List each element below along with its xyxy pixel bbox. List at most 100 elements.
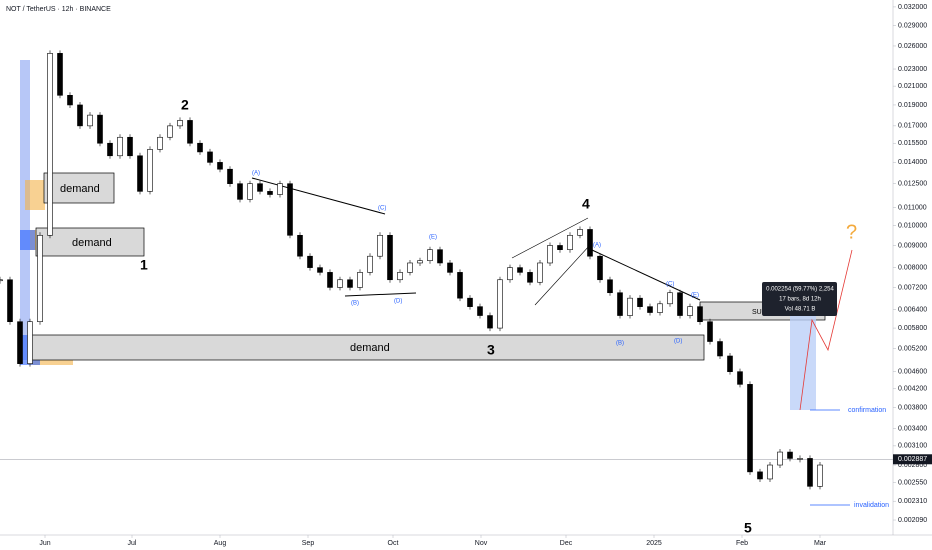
candle xyxy=(527,272,533,283)
sub-wave-label: (B) xyxy=(616,341,624,347)
sub-wave-label: (E) xyxy=(429,235,437,241)
candle xyxy=(27,321,33,364)
y-tick-label: 0.023000 xyxy=(898,66,927,73)
candle xyxy=(217,162,223,170)
y-tick-label: 0.003100 xyxy=(898,443,927,450)
y-tick-label: 0.029000 xyxy=(898,22,927,29)
x-tick-label: Jul xyxy=(128,540,137,547)
candle xyxy=(377,234,383,257)
y-tick-label: 0.003400 xyxy=(898,425,927,432)
candle xyxy=(807,458,813,487)
sub-wave-label: (E) xyxy=(691,293,699,299)
candle xyxy=(317,267,323,273)
x-tick-label: Sep xyxy=(302,540,315,547)
candle xyxy=(637,297,643,307)
y-tick-label: 0.017000 xyxy=(898,123,927,130)
candle xyxy=(107,142,113,157)
candle xyxy=(727,355,733,372)
y-tick-label: 0.026000 xyxy=(898,43,927,50)
candle xyxy=(7,279,13,323)
candle xyxy=(667,292,673,305)
candle xyxy=(427,249,433,261)
candle xyxy=(627,297,633,316)
sub-wave-label: (B) xyxy=(351,301,359,307)
sub-wave-label: (C) xyxy=(378,206,386,212)
candle xyxy=(537,262,543,283)
candle xyxy=(197,142,203,153)
candle xyxy=(597,255,603,281)
candle xyxy=(487,315,493,329)
candle xyxy=(517,267,523,273)
tooltip-text: 0.002254 (59.77%) 2,254 xyxy=(766,287,834,293)
candle xyxy=(87,114,93,127)
y-tick-label: 0.010000 xyxy=(898,222,927,229)
x-tick-label: Nov xyxy=(475,540,488,547)
candle xyxy=(607,279,613,294)
candle xyxy=(147,149,153,192)
candle xyxy=(17,321,23,364)
candle xyxy=(227,168,233,184)
zone-label: demand xyxy=(60,183,100,195)
candle xyxy=(747,384,753,473)
candle xyxy=(307,255,313,268)
candle xyxy=(657,303,663,313)
wave-label: 4 xyxy=(582,196,590,212)
y-tick-label: 0.002800 xyxy=(898,462,927,469)
wave-label: 1 xyxy=(140,257,148,273)
x-tick-label: Dec xyxy=(560,540,573,547)
candle xyxy=(677,292,683,316)
y-tick-label: 0.004600 xyxy=(898,369,927,376)
y-tick-label: 0.004200 xyxy=(898,386,927,393)
candle xyxy=(57,53,63,96)
question-mark: ? xyxy=(846,221,857,243)
candle xyxy=(577,229,583,236)
candle xyxy=(127,136,133,157)
candle xyxy=(507,267,513,281)
candle xyxy=(757,471,763,480)
candle xyxy=(717,341,723,357)
x-tick-label: Oct xyxy=(388,540,399,547)
candle xyxy=(157,136,163,150)
y-tick-label: 0.002310 xyxy=(898,498,927,505)
sub-wave-label: (D) xyxy=(394,299,402,305)
candle xyxy=(497,279,503,329)
zone-label: SUPP xyxy=(752,309,771,316)
y-tick-label: 0.021000 xyxy=(898,83,927,90)
y-tick-label: 0.005200 xyxy=(898,345,927,352)
candle xyxy=(387,234,393,281)
x-tick-label: 2025 xyxy=(646,540,662,547)
candle xyxy=(647,306,653,313)
candle xyxy=(367,255,373,273)
tooltip-text: Vol 48.71 B xyxy=(785,307,816,313)
y-tick-label: 0.008000 xyxy=(898,264,927,271)
candle xyxy=(397,272,403,281)
y-tick-label: 0.014000 xyxy=(898,159,927,166)
y-tick-label: 0.019000 xyxy=(898,102,927,109)
y-tick-label: 0.011000 xyxy=(898,205,927,212)
measure-tooltip: 0.002254 (59.77%) 2,254 17 bars, 8d 12h … xyxy=(762,282,837,316)
candle xyxy=(797,458,803,460)
candle xyxy=(347,279,353,288)
x-tick-label: Mar xyxy=(814,540,827,547)
y-tick-label: 0.002550 xyxy=(898,479,927,486)
candle xyxy=(47,53,53,236)
y-tick-label: 0.032000 xyxy=(898,4,927,11)
invalidation-label: invalidation xyxy=(854,502,889,509)
sub-wave-label: (D) xyxy=(674,339,682,345)
sub-wave-label: (A) xyxy=(593,243,601,249)
y-tick-label: 0.007200 xyxy=(898,284,927,291)
candle xyxy=(777,451,783,466)
candle xyxy=(0,279,3,282)
candle xyxy=(257,183,263,192)
candle xyxy=(697,306,703,323)
y-tick-label: 0.002090 xyxy=(898,517,927,524)
candle xyxy=(737,371,743,385)
candle xyxy=(277,183,283,195)
candle xyxy=(117,136,123,157)
y-tick-label: 0.005800 xyxy=(898,325,927,332)
zone-label: demand xyxy=(72,237,112,249)
candle xyxy=(467,297,473,307)
candle xyxy=(177,120,183,127)
